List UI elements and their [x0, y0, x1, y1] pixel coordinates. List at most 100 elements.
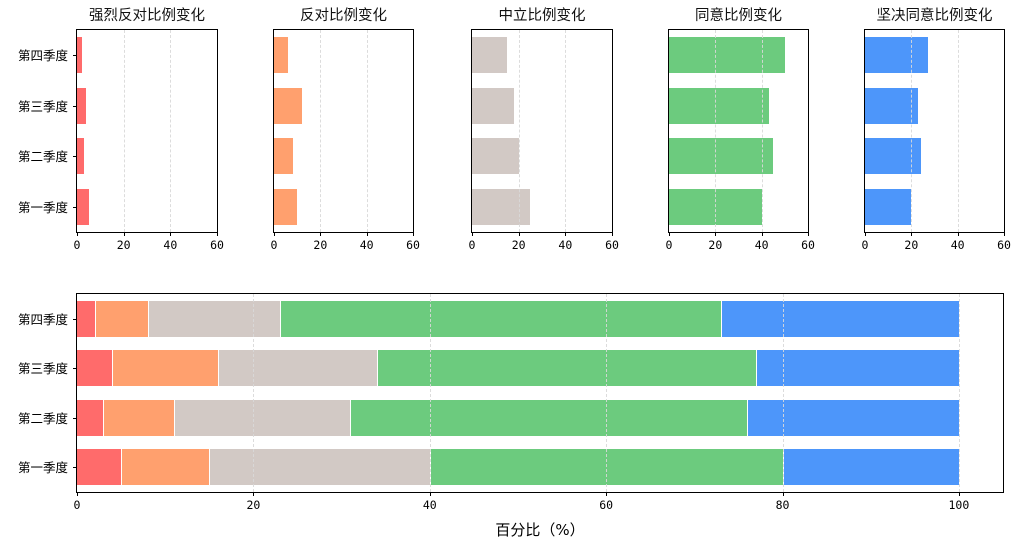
- chart-title-disagree: 反对比例变化: [300, 8, 387, 24]
- bar-segment: [112, 350, 219, 387]
- gridline: [253, 294, 255, 492]
- chart-title-agree: 同意比例变化: [695, 8, 782, 24]
- y-tick: [73, 318, 77, 320]
- x-tick: [77, 232, 78, 236]
- x-tick: [715, 232, 717, 236]
- x-tick: [865, 232, 866, 236]
- bar: [472, 188, 531, 225]
- y-tick-label: 第三季度: [17, 361, 68, 377]
- bar-segment: [209, 449, 430, 486]
- bar: [865, 188, 912, 225]
- x-tick: [320, 232, 322, 236]
- bar-segment: [147, 300, 280, 337]
- x-tick: [429, 492, 431, 496]
- bar: [77, 138, 84, 175]
- x-tick-label: 0: [665, 238, 673, 252]
- gridline: [957, 30, 959, 232]
- y-tick: [73, 417, 77, 419]
- x-tick-label: 0: [861, 238, 869, 252]
- bar-segment: [429, 449, 783, 486]
- x-tick-label: 20: [246, 498, 261, 512]
- x-tick-label: 40: [754, 238, 769, 252]
- bar-segment: [747, 399, 959, 436]
- x-tick: [606, 492, 608, 496]
- x-tick: [669, 232, 670, 236]
- gridline: [911, 30, 913, 232]
- y-tick: [73, 467, 77, 469]
- y-tick-label: 第四季度: [17, 48, 68, 64]
- gridline: [782, 294, 784, 492]
- x-tick: [472, 232, 473, 236]
- bar: [865, 87, 919, 124]
- x-tick-label: 40: [558, 238, 573, 252]
- x-tick: [911, 232, 913, 236]
- x-tick-label: 0: [73, 498, 81, 512]
- chart-strongly-agree: 坚决同意比例变化 0 20 40 60: [862, 8, 1011, 252]
- y-tick-label: 第一季度: [17, 199, 68, 215]
- x-tick-label: 40: [359, 238, 374, 252]
- gridline: [715, 30, 717, 232]
- x-tick: [253, 492, 255, 496]
- y-tick: [73, 368, 77, 370]
- x-tick: [957, 232, 959, 236]
- gridline: [170, 30, 172, 232]
- x-tick: [958, 492, 960, 496]
- bar: [669, 138, 774, 175]
- x-tick-label: 40: [950, 238, 965, 252]
- x-tick: [612, 232, 613, 236]
- bar: [472, 87, 514, 124]
- x-tick-label: 20: [116, 238, 131, 252]
- x-tick-label: 20: [708, 238, 723, 252]
- y-tick-label: 第二季度: [17, 149, 68, 165]
- y-tick-label: 第二季度: [17, 410, 68, 426]
- x-tick: [761, 232, 763, 236]
- gridline: [565, 30, 567, 232]
- bar-segment: [782, 449, 959, 486]
- x-tick: [170, 232, 172, 236]
- chart-title-strongly-disagree: 强烈反对比例变化: [89, 8, 205, 24]
- bar: [669, 87, 769, 124]
- y-tick: [73, 156, 77, 158]
- y-tick-label: 第一季度: [17, 460, 68, 476]
- chart-stacked-percentage: 百分比（%） 0 20 40 60 80 100 第一季度 第二季度 第三季度 第四季度: [18, 293, 1004, 539]
- x-tick: [77, 492, 78, 496]
- x-axis-label: 百分比（%）: [495, 521, 585, 539]
- bar-segment: [350, 399, 748, 436]
- bar: [472, 138, 519, 175]
- bar-segment: [77, 300, 95, 337]
- x-tick: [808, 232, 809, 236]
- bar: [472, 37, 507, 74]
- bar-segment: [218, 350, 377, 387]
- x-tick: [217, 232, 218, 236]
- x-tick: [518, 232, 520, 236]
- x-tick: [123, 232, 125, 236]
- bar-segment: [103, 399, 174, 436]
- y-tick: [73, 206, 77, 208]
- bar-segment: [720, 300, 959, 337]
- bar: [865, 37, 928, 74]
- bar-segment: [77, 399, 104, 436]
- gridline: [366, 30, 368, 232]
- x-tick: [274, 232, 275, 236]
- bar-segment: [376, 350, 757, 387]
- chart-neutral: 中立比例变化 0 20 40 60: [469, 8, 619, 252]
- bar-segment: [756, 350, 959, 387]
- bar: [274, 188, 298, 225]
- chart-disagree: 反对比例变化 0 20 40 60: [271, 8, 420, 252]
- bar-segment: [77, 350, 113, 387]
- y-tick: [73, 55, 77, 57]
- gridline: [320, 30, 322, 232]
- bar-segment: [279, 300, 721, 337]
- x-tick-label: 0: [73, 238, 81, 252]
- bar-segment: [94, 300, 148, 337]
- bar-segment: [121, 449, 210, 486]
- gridline: [606, 294, 608, 492]
- x-tick-label: 60: [406, 238, 420, 252]
- x-tick-label: 40: [422, 498, 437, 512]
- x-tick: [565, 232, 567, 236]
- x-tick-label: 80: [775, 498, 790, 512]
- x-tick-label: 0: [270, 238, 278, 252]
- x-tick-label: 20: [511, 238, 526, 252]
- gridline: [761, 30, 763, 232]
